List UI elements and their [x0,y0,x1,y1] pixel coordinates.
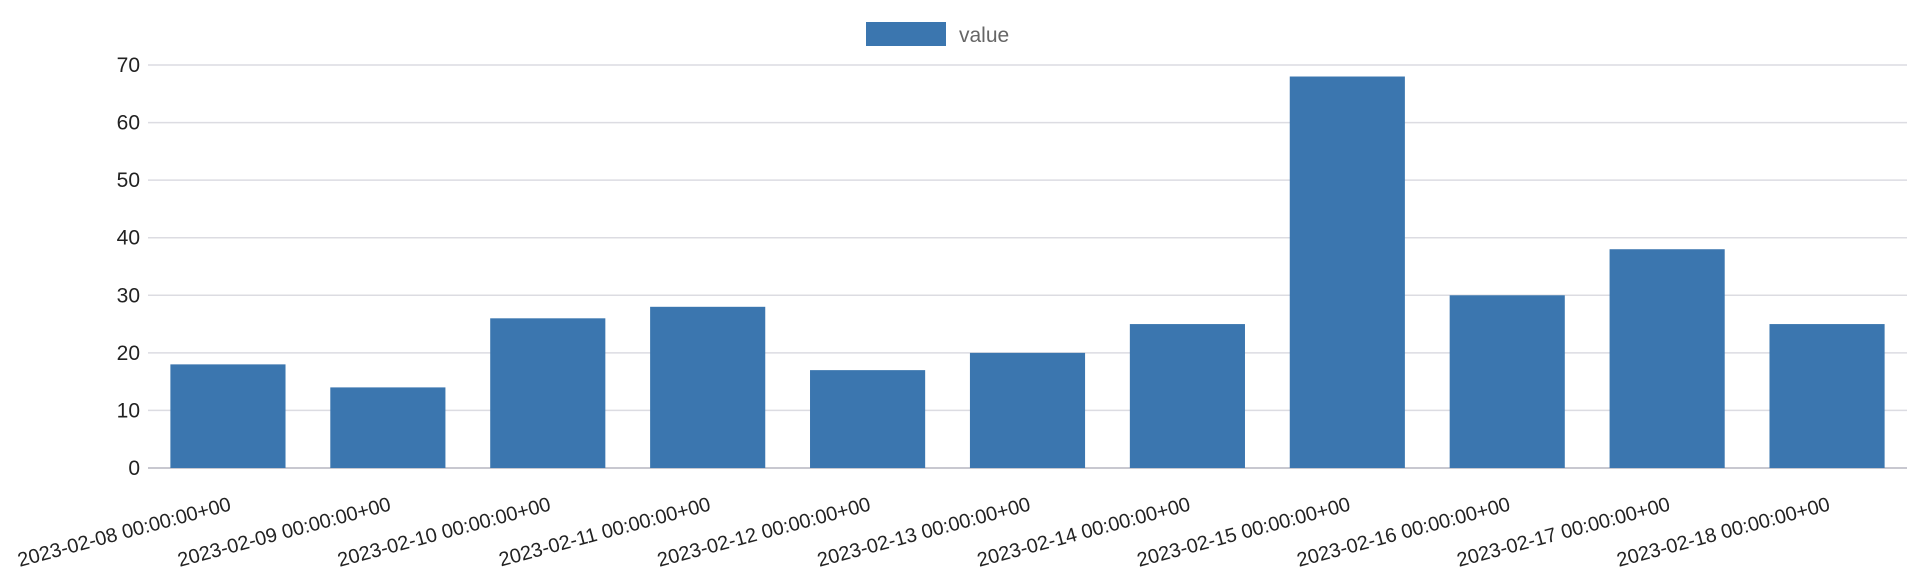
y-tick-label: 0 [128,457,140,480]
y-tick-label: 60 [117,112,140,135]
y-tick-label: 50 [117,169,140,192]
bar[interactable] [1129,324,1245,468]
bar[interactable] [1449,295,1565,468]
y-axis: 0 10 20 30 40 50 60 70 [117,54,140,480]
bar[interactable] [170,364,286,468]
bar[interactable] [490,318,606,468]
bar[interactable] [810,370,926,468]
bar[interactable] [1289,76,1405,468]
bar[interactable] [650,306,766,468]
bar[interactable] [330,387,446,468]
y-tick-label: 70 [117,54,140,77]
legend[interactable]: value [866,22,1009,47]
bars [170,76,1885,468]
y-tick-label: 40 [117,227,140,250]
y-tick-label: 20 [117,342,140,365]
y-tick-label: 10 [117,399,140,422]
bar[interactable] [1769,324,1885,468]
bar[interactable] [1609,249,1725,468]
bar[interactable] [969,352,1086,468]
legend-label: value [959,24,1009,47]
legend-swatch [866,22,946,46]
y-tick-label: 30 [117,284,140,307]
